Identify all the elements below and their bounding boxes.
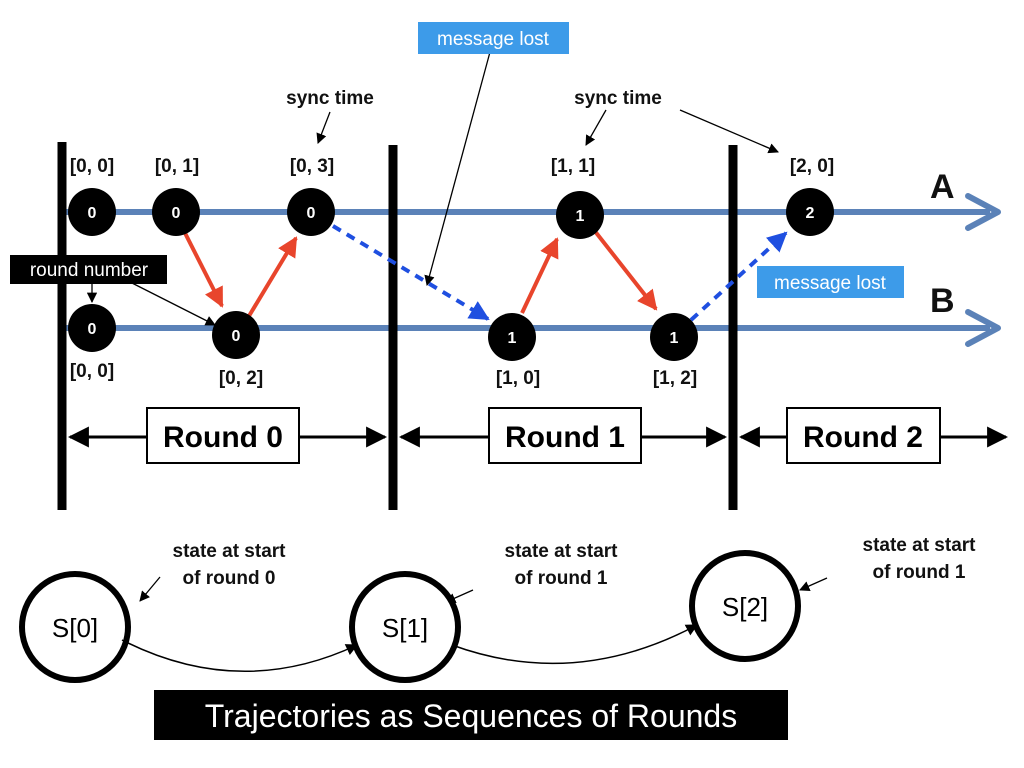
message-arrow	[247, 236, 298, 318]
state-label: S[0]	[52, 613, 98, 643]
node-b-1: 0	[212, 311, 260, 359]
annotation-arrow	[129, 281, 216, 326]
process-a-label: A	[930, 168, 955, 206]
node-b-0: 0	[68, 304, 116, 352]
round-number-label: round number	[30, 260, 149, 281]
state-node: S[1]	[349, 571, 461, 683]
annotation-arrow	[139, 576, 161, 602]
node-round-label: 0	[232, 328, 241, 345]
transition-arrow	[451, 624, 699, 665]
node-a-2: 0	[287, 188, 335, 236]
message-lost-tag: message lost	[418, 22, 569, 54]
round-box: Round 1	[488, 407, 642, 464]
round-label: Round 1	[505, 421, 625, 454]
round-label: Round 2	[803, 421, 923, 454]
node-coordinate: [1, 2]	[653, 368, 697, 389]
sync-time-label: sync time	[574, 88, 662, 109]
annotation-arrow	[679, 109, 779, 154]
process-b-label: B	[930, 282, 955, 320]
node-a-4: 2	[786, 188, 834, 236]
sync-time-label: sync time	[286, 88, 374, 109]
message-lost-label: message lost	[774, 273, 887, 294]
node-round-label: 1	[576, 208, 585, 225]
node-round-label: 2	[806, 205, 815, 222]
state-note: of round 0	[183, 568, 276, 589]
lost-message-arrow	[689, 231, 788, 322]
state-note: of round 1	[515, 568, 608, 589]
node-a-0: 0	[68, 188, 116, 236]
state-node: S[0]	[19, 571, 131, 683]
node-coordinate: [0, 0]	[70, 156, 114, 177]
round-box: Round 2	[786, 407, 941, 464]
annotation-arrow	[316, 111, 331, 144]
state-note: state at start	[863, 535, 977, 556]
transition-arrow	[121, 639, 359, 672]
round-label: Round 0	[163, 421, 283, 454]
node-coordinate: [2, 0]	[790, 156, 834, 177]
state-label: S[1]	[382, 613, 428, 643]
state-note: of round 1	[873, 562, 966, 583]
message-lost-label: message lost	[437, 29, 550, 50]
annotation-arrow	[585, 109, 607, 146]
message-arrow	[520, 237, 559, 314]
node-round-label: 1	[670, 330, 679, 347]
state-node: S[2]	[689, 550, 801, 662]
round-box: Round 0	[146, 407, 300, 464]
annotation-arrow	[424, 51, 491, 287]
node-round-label: 0	[88, 321, 97, 338]
message-lost-tag: message lost	[757, 266, 904, 298]
title-banner: Trajectories as Sequences of Rounds	[154, 690, 788, 740]
diagram-title: Trajectories as Sequences of Rounds	[205, 698, 737, 734]
node-coordinate: [1, 0]	[496, 368, 540, 389]
node-round-label: 1	[508, 330, 517, 347]
state-label: S[2]	[722, 592, 768, 622]
node-coordinate: [1, 1]	[551, 156, 595, 177]
round-number-tag: round number	[10, 255, 167, 284]
node-a-1: 0	[152, 188, 200, 236]
node-b-3: 1	[650, 313, 698, 361]
timeline-a	[60, 193, 1001, 231]
node-coordinate: [0, 0]	[70, 361, 114, 382]
message-arrow	[182, 230, 224, 308]
node-b-2: 1	[488, 313, 536, 361]
node-round-label: 0	[172, 205, 181, 222]
lost-message-arrow	[331, 224, 490, 321]
state-note: state at start	[505, 541, 619, 562]
state-note: state at start	[173, 541, 287, 562]
node-coordinate: [0, 1]	[155, 156, 199, 177]
node-round-label: 0	[88, 205, 97, 222]
annotation-arrow	[799, 577, 828, 591]
node-coordinate: [0, 3]	[290, 156, 334, 177]
message-arrow	[592, 228, 658, 311]
node-round-label: 0	[307, 205, 316, 222]
node-coordinate: [0, 2]	[219, 368, 263, 389]
node-a-3: 1	[556, 191, 604, 239]
